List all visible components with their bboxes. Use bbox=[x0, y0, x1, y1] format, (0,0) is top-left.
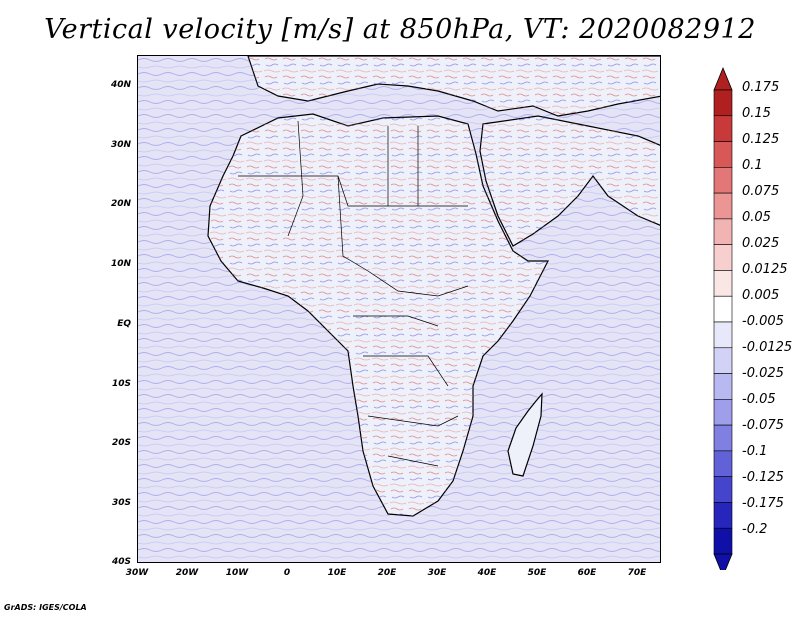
lat-label-40n: 40N bbox=[110, 80, 131, 90]
colorbar-label: -0.175 bbox=[742, 496, 784, 511]
colorbar-label: 0.025 bbox=[742, 236, 780, 251]
colorbar-segment bbox=[713, 167, 733, 194]
colorbar-segment bbox=[713, 270, 733, 297]
colorbar-label: 0.15 bbox=[742, 106, 771, 121]
lon-label-30e: 30E bbox=[427, 568, 447, 578]
colorbar-segment bbox=[713, 295, 733, 323]
colorbar-label: -0.125 bbox=[742, 470, 784, 485]
colorbar-segment bbox=[713, 321, 733, 349]
lon-label-20w: 20W bbox=[175, 568, 199, 578]
colorbar-label: -0.05 bbox=[742, 392, 776, 407]
lon-label-70e: 70E bbox=[627, 568, 647, 578]
colorbar-label: -0.005 bbox=[742, 314, 784, 329]
map-title: Vertical velocity [m/s] at 850hPa, VT: 2… bbox=[44, 14, 756, 45]
lon-label-30w: 30W bbox=[125, 568, 149, 578]
colorbar bbox=[713, 66, 733, 570]
colorbar-segment bbox=[713, 192, 733, 220]
colorbar-label: 0.1 bbox=[742, 158, 763, 173]
colorbar-label: 0.175 bbox=[742, 80, 780, 95]
lon-label-40e: 40E bbox=[477, 568, 497, 578]
lat-label-eq: EQ bbox=[117, 319, 131, 329]
colorbar-label: -0.025 bbox=[742, 366, 784, 381]
colorbar-segment bbox=[713, 476, 733, 503]
colorbar-label: -0.1 bbox=[742, 444, 768, 459]
lon-label-0: 0 bbox=[283, 568, 291, 578]
lon-label-50e: 50E bbox=[527, 568, 547, 578]
colorbar-segment bbox=[713, 218, 733, 245]
colorbar-segment bbox=[713, 527, 733, 555]
colorbar-segment bbox=[713, 115, 733, 142]
colorbar-label: 0.05 bbox=[742, 210, 771, 225]
lon-label-20e: 20E bbox=[377, 568, 397, 578]
lat-label-30n: 30N bbox=[110, 140, 131, 150]
colorbar-label: -0.0125 bbox=[742, 340, 793, 355]
colorbar-bottom-arrow bbox=[713, 553, 733, 570]
lat-label-20n: 20N bbox=[110, 199, 131, 209]
colorbar-label: 0.005 bbox=[742, 288, 780, 303]
lon-label-60e: 60E bbox=[577, 568, 597, 578]
colorbar-segment bbox=[713, 244, 733, 271]
arabia-texture bbox=[480, 116, 660, 246]
colorbar-segment bbox=[713, 89, 733, 117]
colorbar-segment bbox=[713, 424, 733, 452]
colorbar-label: 0.075 bbox=[742, 184, 780, 199]
colorbar-top-arrow bbox=[713, 66, 733, 91]
africa-texture bbox=[208, 114, 548, 516]
colorbar-segment bbox=[713, 399, 733, 426]
colorbar-label: 0.125 bbox=[742, 132, 780, 147]
madagascar-landmass bbox=[507, 392, 543, 477]
colorbar-segment bbox=[713, 141, 733, 168]
lon-label-10w: 10W bbox=[225, 568, 249, 578]
colorbar-segment bbox=[713, 373, 733, 400]
colorbar-label: 0.0125 bbox=[742, 262, 788, 277]
country-borders bbox=[238, 120, 469, 467]
lat-label-40s: 40S bbox=[111, 557, 131, 567]
colorbar-segment bbox=[713, 450, 733, 477]
lat-label-20s: 20S bbox=[111, 438, 131, 448]
vertical-velocity-map bbox=[138, 56, 660, 562]
colorbar-segment bbox=[713, 347, 733, 374]
lat-label-10n: 10N bbox=[110, 259, 131, 269]
grads-credit: GrADS: IGES/COLA bbox=[4, 603, 87, 612]
lon-label-10e: 10E bbox=[327, 568, 347, 578]
lat-label-10s: 10S bbox=[111, 379, 131, 389]
map-frame bbox=[137, 55, 661, 563]
colorbar-label: -0.075 bbox=[742, 418, 784, 433]
colorbar-label: -0.2 bbox=[742, 522, 768, 537]
europe-texture bbox=[248, 56, 660, 116]
lat-label-30s: 30S bbox=[111, 498, 131, 508]
colorbar-segment bbox=[713, 502, 733, 529]
